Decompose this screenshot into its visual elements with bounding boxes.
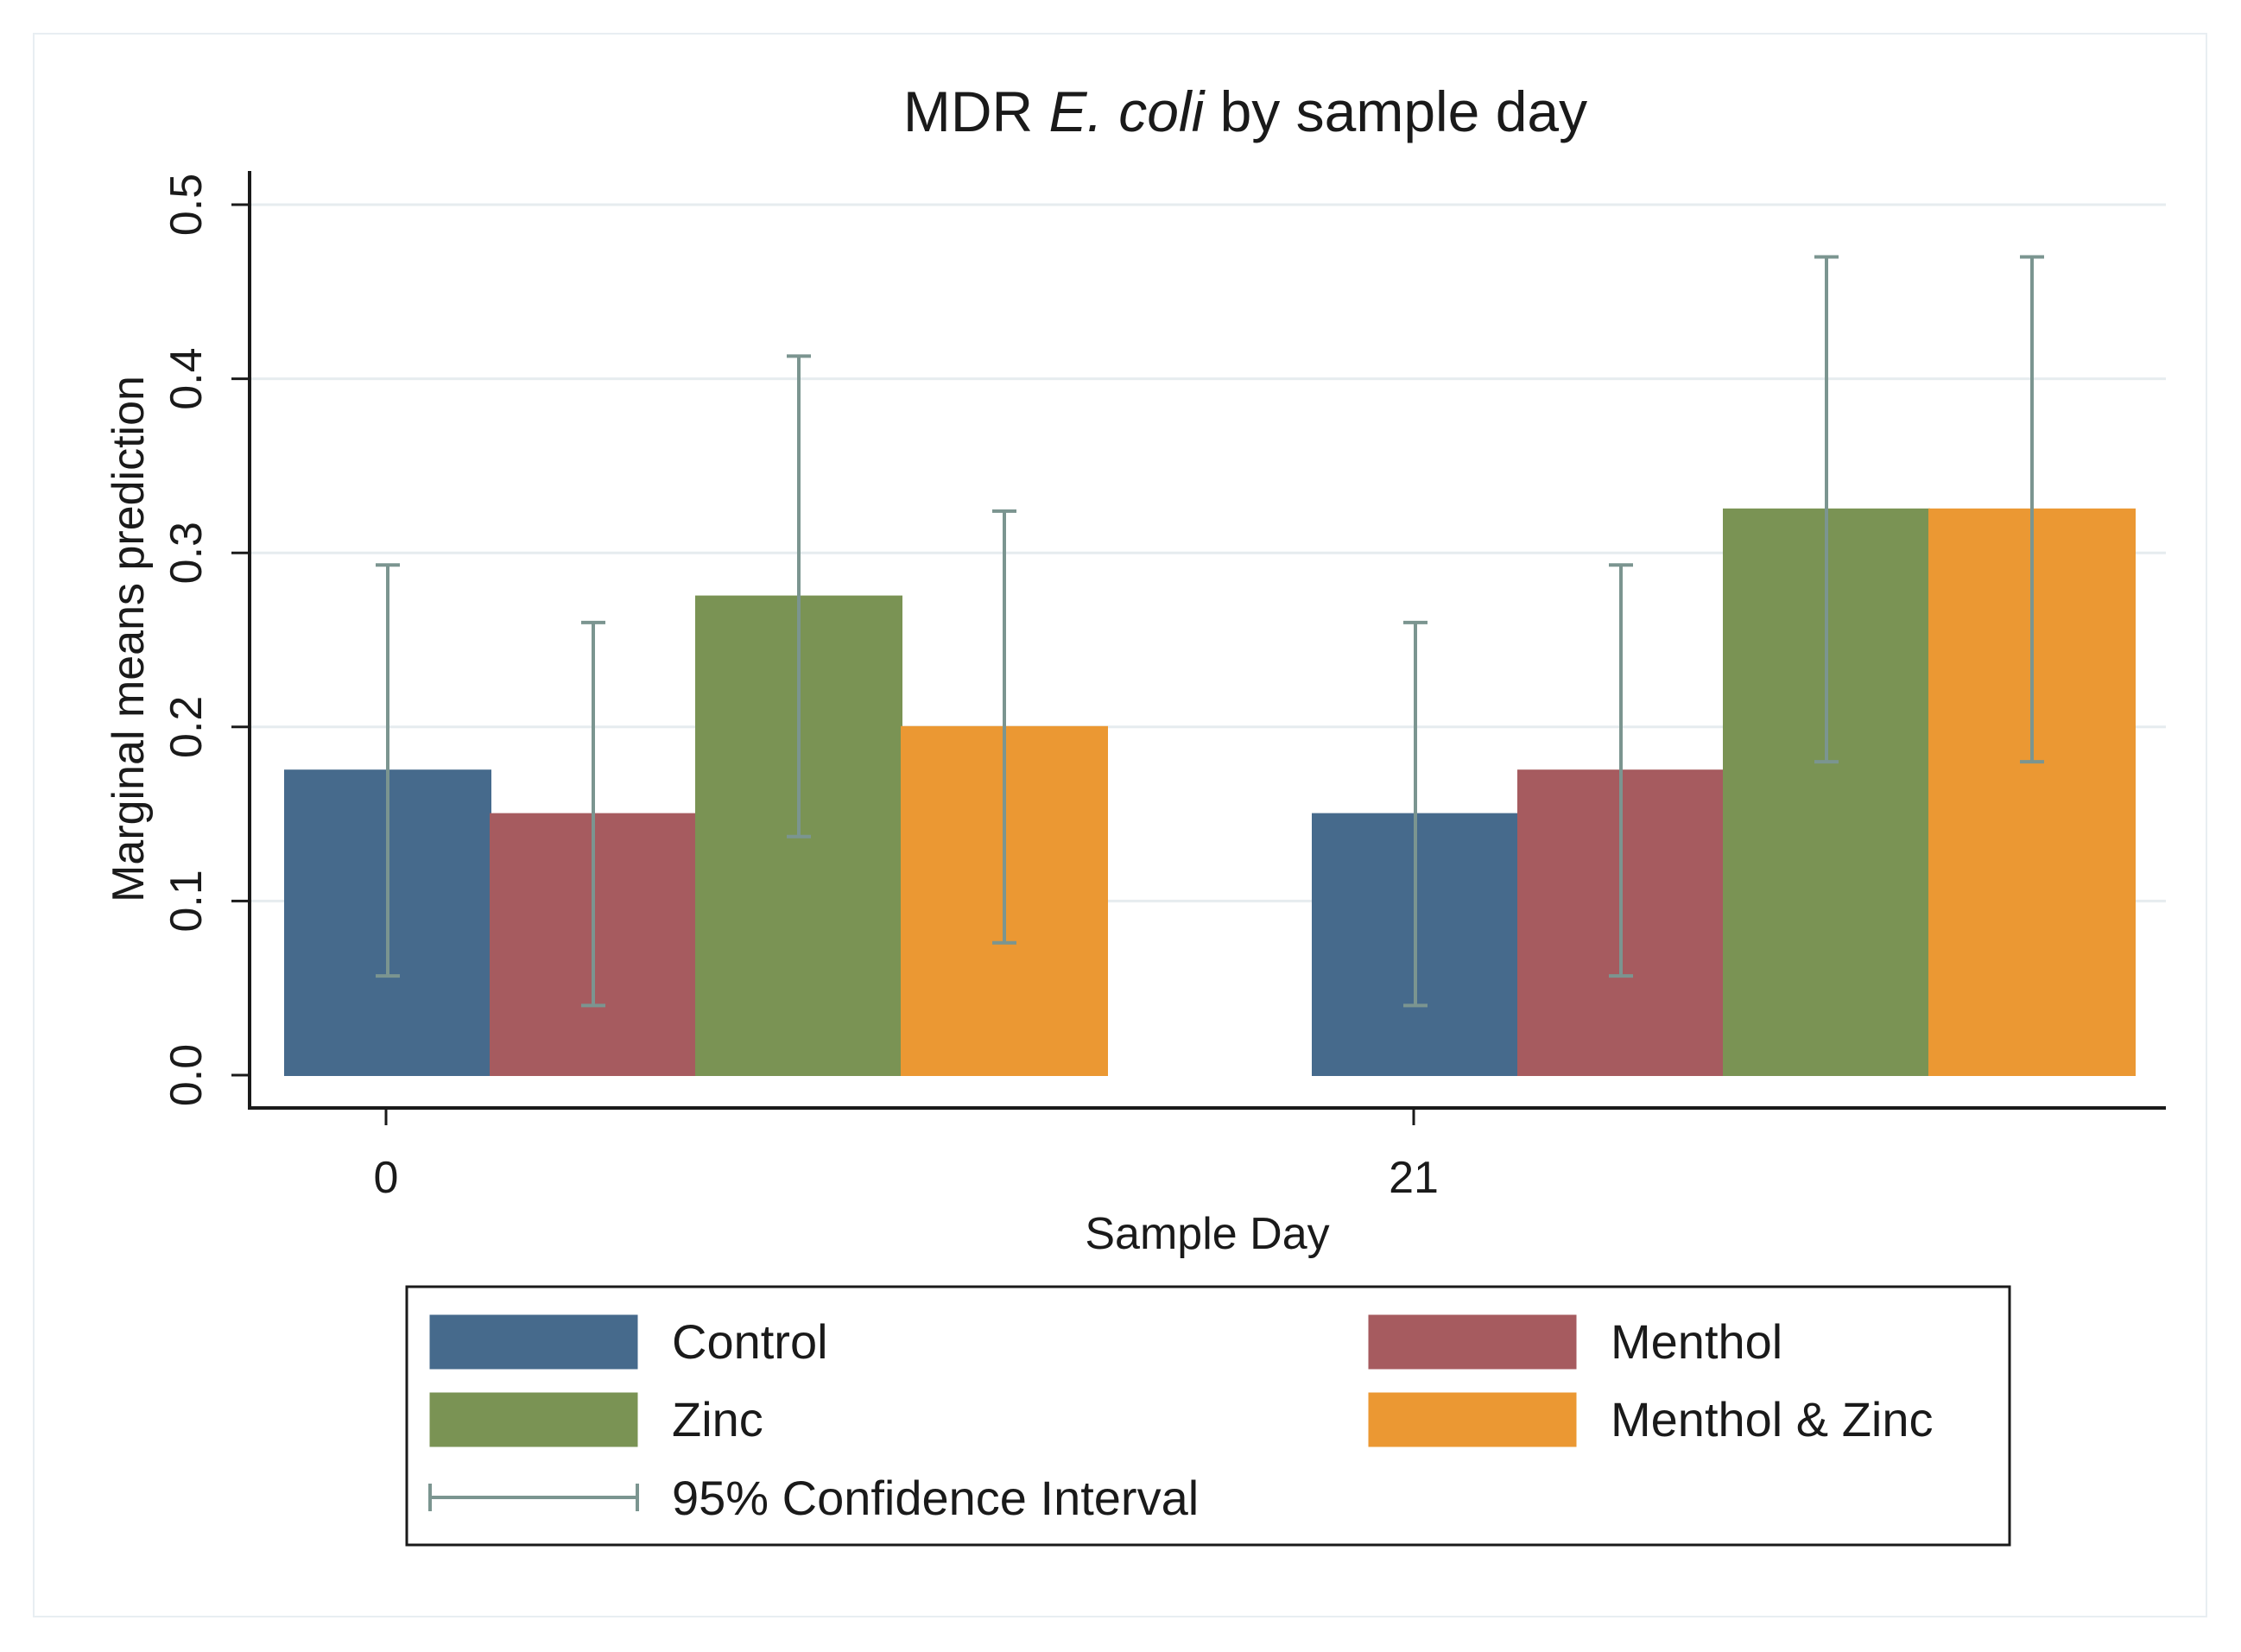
legend-swatch-control [429,1314,638,1370]
legend-items: Control Menthol Zinc Menthol & Zinc [429,1314,1934,1447]
ci-menthol-zinc-day-0 [992,509,1016,945]
legend-swatch-zinc [429,1392,638,1447]
y-tick-label: 0.4 [161,347,212,409]
legend-ci-symbol [428,1484,639,1511]
chart-title: MDR E. coli by sample day [903,79,1587,143]
legend: Control Menthol Zinc Menthol & Zinc 95% Con… [405,1285,2011,1547]
legend-label-menthol-zinc: Menthol & Zinc [1611,1392,1934,1446]
legend-swatch-menthol-zinc [1368,1392,1577,1447]
y-tick-label: 0.2 [161,696,212,758]
y-tick-label: 0.3 [161,522,212,584]
ci-menthol-day-21 [1609,563,1633,978]
y-tick-label: 0.0 [161,1044,212,1106]
legend-label-zinc: Zinc [672,1392,763,1446]
ci-menthol-day-0 [581,620,605,1008]
legend-label-menthol: Menthol [1611,1314,1782,1369]
y-tick-label: 0.5 [161,174,212,236]
ci-control-day-21 [1403,620,1428,1008]
legend-swatch-menthol [1368,1314,1577,1370]
ci-zinc-day-0 [787,354,811,839]
y-tick-label: 0.1 [161,870,212,932]
x-tick-label: 21 [1389,1153,1439,1203]
x-axis-label: Sample Day [1085,1209,1329,1259]
x-axis-ticks: 0 21 [374,1108,1439,1203]
ci-menthol-zinc-day-21 [2020,255,2044,764]
y-axis-label: Marginal means prediction [104,376,154,902]
ci-control-day-0 [376,563,400,978]
confidence-intervals [376,255,2044,1008]
bars [284,508,2136,1076]
ci-zinc-day-21 [1814,255,1839,764]
legend-box [405,1285,2011,1547]
x-tick-label: 0 [374,1153,399,1203]
legend-label-ci: 95% Confidence Interval [672,1471,1199,1525]
y-axis-ticks: 0.0 0.1 0.2 0.3 0.4 0.5 [161,174,250,1106]
legend-label-control: Control [672,1314,828,1369]
